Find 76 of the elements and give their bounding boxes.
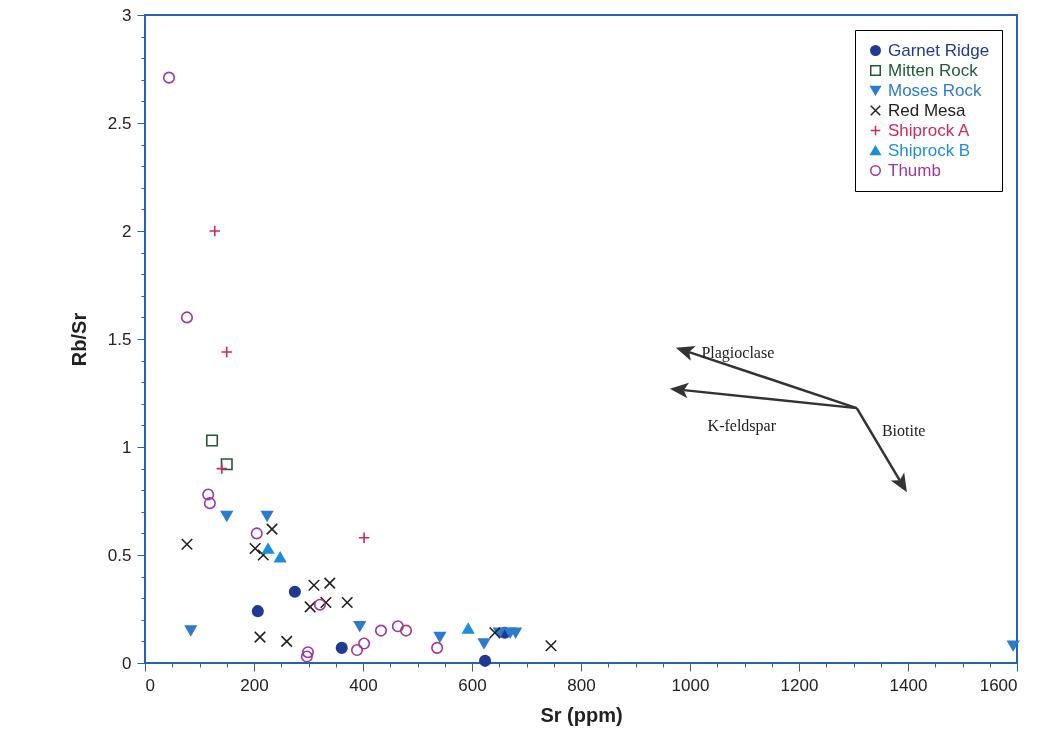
legend-label: Moses Rock [888, 80, 983, 100]
point [274, 551, 287, 563]
point [509, 627, 522, 639]
x-tick-label: 600 [458, 675, 487, 695]
point [301, 646, 314, 659]
x-tick-label: 1000 [671, 675, 710, 695]
point [479, 654, 492, 667]
x-tick-label: 1200 [780, 675, 819, 695]
y-tick-label: 0.5 [107, 545, 132, 565]
point [462, 623, 475, 634]
point [257, 548, 270, 562]
point [477, 638, 491, 649]
point [262, 543, 275, 554]
point [184, 625, 197, 636]
point [353, 620, 366, 632]
point [307, 579, 320, 592]
point [220, 510, 233, 522]
annotation: Plagioclase [701, 343, 775, 362]
point [261, 510, 274, 522]
point [1007, 640, 1020, 652]
legend-label: Shiprock B [888, 140, 971, 160]
y-axis-title: Rb/Sr [67, 312, 90, 367]
point [374, 624, 388, 637]
x-axis-title: Sr (ppm) [540, 703, 623, 726]
point [358, 531, 371, 544]
point [249, 542, 262, 555]
x-tick-label: 0 [145, 675, 155, 695]
point [202, 488, 215, 501]
point [350, 644, 364, 657]
point [215, 462, 228, 475]
point [180, 538, 194, 551]
point [300, 650, 313, 663]
point [208, 224, 221, 238]
annotation: K-feldspar [707, 416, 777, 435]
x-tick-label: 1600 [979, 675, 1018, 695]
point [319, 596, 332, 609]
y-tick-label: 1 [122, 437, 132, 457]
y-tick-label: 2.5 [107, 113, 132, 133]
point [433, 631, 446, 643]
point [400, 624, 413, 637]
point [313, 598, 326, 611]
point [250, 527, 263, 540]
point [431, 641, 444, 654]
y-tick-label: 2 [122, 221, 132, 241]
point [288, 585, 301, 598]
y-tick-label: 1.5 [107, 329, 132, 349]
x-tick-label: 1400 [889, 675, 928, 695]
point [265, 523, 279, 536]
legend-label: Garnet Ridge [888, 40, 990, 60]
point [323, 577, 336, 590]
legend-label: Shiprock A [888, 120, 970, 140]
legend-label: Thumb [888, 160, 941, 180]
point [544, 639, 558, 652]
point [251, 605, 264, 618]
point [220, 458, 233, 471]
annotation: Biotite [881, 422, 926, 440]
point [488, 626, 501, 639]
legend-label: Red Mesa [888, 100, 967, 120]
y-tick-label: 0 [122, 653, 132, 673]
legend-label: Mitten Rock [888, 60, 979, 80]
point [280, 635, 293, 648]
point [391, 620, 404, 633]
y-tick-label: 3 [122, 5, 132, 25]
x-tick-label: 400 [349, 675, 378, 695]
point [205, 434, 219, 447]
x-tick-label: 800 [567, 675, 596, 695]
point [220, 345, 233, 358]
point [335, 641, 348, 654]
point [162, 71, 176, 84]
point [180, 311, 194, 324]
point [203, 497, 216, 510]
point [253, 631, 267, 644]
point [304, 600, 317, 613]
point [341, 596, 354, 609]
x-tick-label: 200 [240, 675, 269, 695]
point [358, 637, 371, 650]
